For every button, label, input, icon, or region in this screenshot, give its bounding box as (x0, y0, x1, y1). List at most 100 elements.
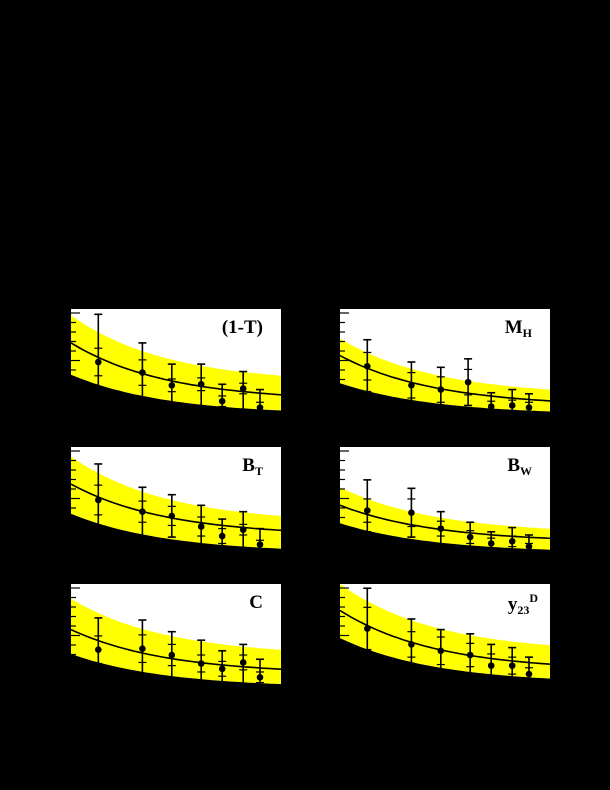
below-band (340, 523, 550, 553)
label-main: M (504, 317, 523, 338)
chart-panel-1: MH (339, 309, 551, 416)
data-point (167, 630, 176, 691)
data-point (436, 510, 445, 547)
marker (408, 509, 415, 517)
uncertainty-band (340, 584, 550, 679)
data-point (508, 388, 517, 416)
marker (487, 403, 495, 410)
data-point (256, 658, 264, 691)
data-point (407, 487, 416, 538)
below-band (71, 654, 281, 690)
data-point (138, 619, 147, 691)
data-point (94, 463, 103, 544)
label-main: B (507, 455, 520, 476)
marker (218, 665, 226, 673)
data-point (525, 534, 533, 554)
marker (256, 404, 264, 411)
data-point (508, 646, 517, 684)
data-point (256, 527, 264, 554)
fit-curve (339, 354, 551, 402)
panel-label: y23D (508, 592, 538, 616)
fit-curve (339, 609, 551, 665)
data-point (94, 313, 103, 416)
marker (364, 507, 371, 514)
marker (437, 525, 445, 532)
label-main: C (249, 592, 263, 613)
data-point (363, 479, 372, 533)
marker (168, 512, 176, 520)
marker (168, 651, 176, 659)
data-point (138, 486, 147, 537)
marker (364, 362, 371, 370)
chart-panel-4: C (70, 584, 282, 691)
uncertainty-band (340, 338, 550, 412)
below-band (340, 383, 550, 415)
data-point (487, 391, 496, 416)
chart-panel-5: y23D (339, 584, 551, 690)
marker (466, 533, 474, 541)
plot-area (70, 309, 282, 416)
marker (139, 645, 146, 652)
label-sup: D (529, 591, 538, 605)
data-point (94, 617, 103, 691)
data-point (466, 521, 475, 553)
marker (95, 358, 102, 366)
data-point (525, 656, 533, 685)
data-point (436, 628, 445, 676)
data-point (218, 383, 227, 416)
marker (525, 670, 533, 678)
marker (256, 673, 264, 681)
data-point (197, 639, 206, 691)
marker (239, 526, 247, 533)
marker (218, 532, 226, 540)
marker (95, 496, 102, 504)
label-main: B (242, 455, 255, 476)
below-band (71, 374, 281, 415)
plot-area (339, 447, 551, 554)
data-point (218, 518, 227, 554)
marker (508, 662, 516, 669)
data-point (218, 649, 227, 691)
panel-label: C (249, 590, 263, 614)
panel-label: MH (505, 315, 532, 339)
data-point (464, 358, 473, 407)
data-point (167, 363, 176, 416)
uncertainty-band (71, 598, 281, 685)
panel-label: BT (242, 453, 263, 477)
marker (139, 508, 146, 515)
chart-panel-0: (1-T) (70, 309, 282, 416)
fit-curve (70, 342, 282, 396)
marker (508, 538, 516, 545)
plot-area (70, 584, 282, 691)
data-point (239, 370, 248, 416)
data-point (466, 633, 475, 678)
fit-curve (70, 628, 282, 670)
marker (408, 641, 415, 648)
data-point (508, 526, 517, 554)
data-point (363, 587, 372, 651)
marker (197, 380, 205, 388)
marker (525, 404, 533, 411)
marker (239, 659, 247, 666)
uncertainty-band (71, 315, 281, 411)
label-sub: H (522, 326, 532, 340)
data-point (138, 342, 147, 416)
data-point (197, 504, 206, 549)
chart-panel-3: BW (339, 447, 551, 554)
below-band (340, 638, 550, 690)
panel-label: BW (507, 453, 532, 477)
marker (525, 543, 533, 550)
marker (437, 386, 445, 393)
data-point (256, 388, 264, 416)
data-point (197, 363, 206, 416)
label-sub: W (520, 464, 532, 478)
marker (168, 382, 176, 389)
data-point (239, 510, 248, 549)
marker (364, 625, 371, 632)
marker (256, 541, 264, 548)
below-band (71, 513, 281, 553)
data-point (487, 643, 496, 684)
fit-curve (70, 483, 282, 532)
marker (218, 397, 226, 405)
data-point (487, 531, 496, 554)
